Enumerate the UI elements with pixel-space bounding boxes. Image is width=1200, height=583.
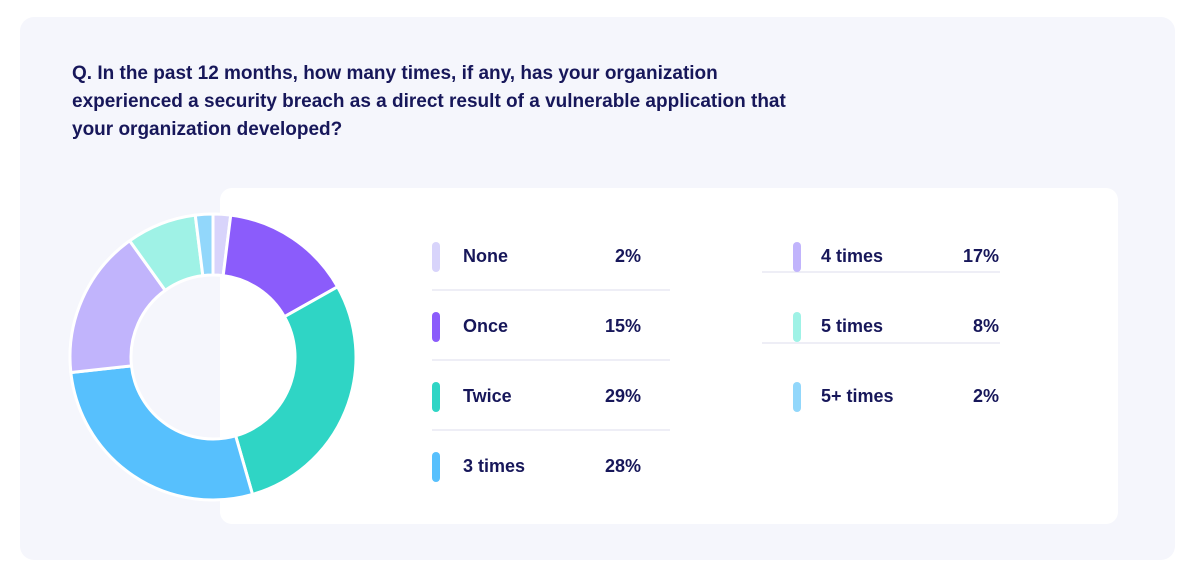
legend-swatch (793, 382, 801, 412)
legend-label: None (463, 246, 508, 266)
legend-label: 5+ times (821, 386, 894, 406)
legend-swatch (432, 452, 440, 482)
slice (69, 364, 255, 502)
legend-value: 2% (973, 386, 999, 406)
legend-value: 29% (605, 386, 641, 406)
legend-value: 2% (615, 246, 641, 266)
legend-swatch (432, 312, 440, 342)
legend-label: 5 times (821, 316, 883, 336)
slice (233, 284, 358, 497)
slice (193, 212, 215, 278)
legend-value: 8% (973, 316, 999, 336)
legend-label: Once (463, 316, 508, 336)
legend-swatch (793, 242, 801, 272)
legend-value: 15% (605, 316, 641, 336)
legend-value: 17% (963, 246, 999, 266)
legend-label: 3 times (463, 456, 525, 476)
chart-title: Q. In the past 12 months, how many times… (72, 63, 786, 140)
legend-swatch (793, 312, 801, 342)
legend-value: 28% (605, 456, 641, 476)
legend-swatch (432, 242, 440, 272)
legend-label: 4 times (821, 246, 883, 266)
legend-label: Twice (463, 386, 512, 406)
legend-swatch (432, 382, 440, 412)
